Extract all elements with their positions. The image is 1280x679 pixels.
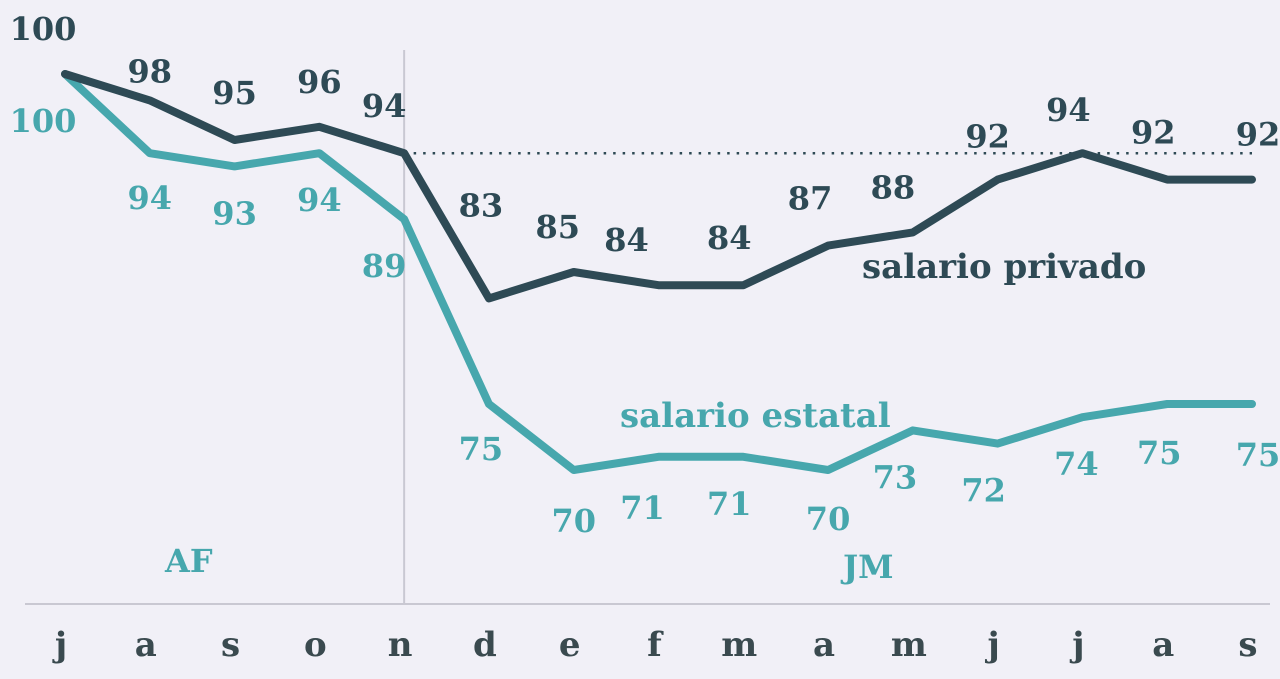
data-label-privado: 95: [212, 74, 257, 112]
data-label-estatal: 75: [1137, 434, 1182, 472]
x-tick-label: j: [984, 625, 999, 665]
data-label-privado: 84: [707, 219, 752, 257]
period-label-jm: JM: [840, 548, 894, 586]
x-tick-label: j: [52, 625, 67, 665]
data-label-privado: 94: [1046, 91, 1091, 129]
data-label-estatal: 72: [961, 472, 1006, 510]
data-label-estatal: 71: [707, 485, 752, 523]
data-label-privado: 83: [459, 186, 504, 224]
data-label-estatal: 93: [212, 194, 257, 232]
data-label-estatal: 70: [806, 500, 851, 538]
data-label-privado: 94: [362, 87, 407, 125]
series-name-estatal: salario estatal: [620, 396, 891, 436]
series-line-estatal: [61, 70, 1256, 474]
x-tick-label: m: [721, 625, 757, 665]
data-label-privado: 88: [871, 168, 916, 206]
series-line-privado: [61, 70, 1256, 303]
x-tick-label: f: [647, 625, 664, 665]
data-label-estatal: 94: [297, 181, 342, 219]
data-label-privado: 98: [128, 52, 173, 90]
data-label-estatal: 94: [128, 179, 173, 217]
data-label-estatal: 74: [1054, 445, 1099, 483]
x-tick-label: a: [1152, 625, 1174, 665]
x-tick-label: a: [135, 625, 157, 665]
x-tick-label: o: [304, 625, 327, 665]
data-label-privado: 92: [1131, 114, 1176, 152]
x-tick-label: m: [891, 625, 927, 665]
data-label-privado: 92: [965, 118, 1010, 156]
data-label-estatal: 73: [873, 458, 918, 496]
data-label-privado: 92: [1236, 116, 1280, 154]
x-tick-label: e: [559, 625, 581, 665]
x-tick-label: a: [813, 625, 835, 665]
data-label-privado: 87: [788, 180, 833, 218]
data-label-estatal: 89: [362, 247, 407, 285]
x-tick-label: s: [1238, 625, 1257, 665]
x-tick-label: s: [221, 625, 240, 665]
x-tick-label: n: [388, 625, 413, 665]
data-label-estatal: 70: [551, 502, 596, 540]
x-tick-label: j: [1069, 625, 1084, 665]
data-label-privado: 100: [10, 10, 77, 48]
data-label-estatal: 75: [459, 430, 504, 468]
series-name-privado: salario privado: [862, 247, 1146, 287]
data-label-privado: 96: [297, 63, 342, 101]
data-label-estatal: 100: [10, 102, 77, 140]
x-tick-label: d: [473, 625, 497, 665]
period-label-af: AF: [164, 542, 213, 580]
data-label-estatal: 71: [620, 489, 665, 527]
data-label-estatal: 75: [1236, 436, 1280, 474]
data-label-privado: 84: [604, 221, 649, 259]
data-label-privado: 85: [535, 208, 580, 246]
